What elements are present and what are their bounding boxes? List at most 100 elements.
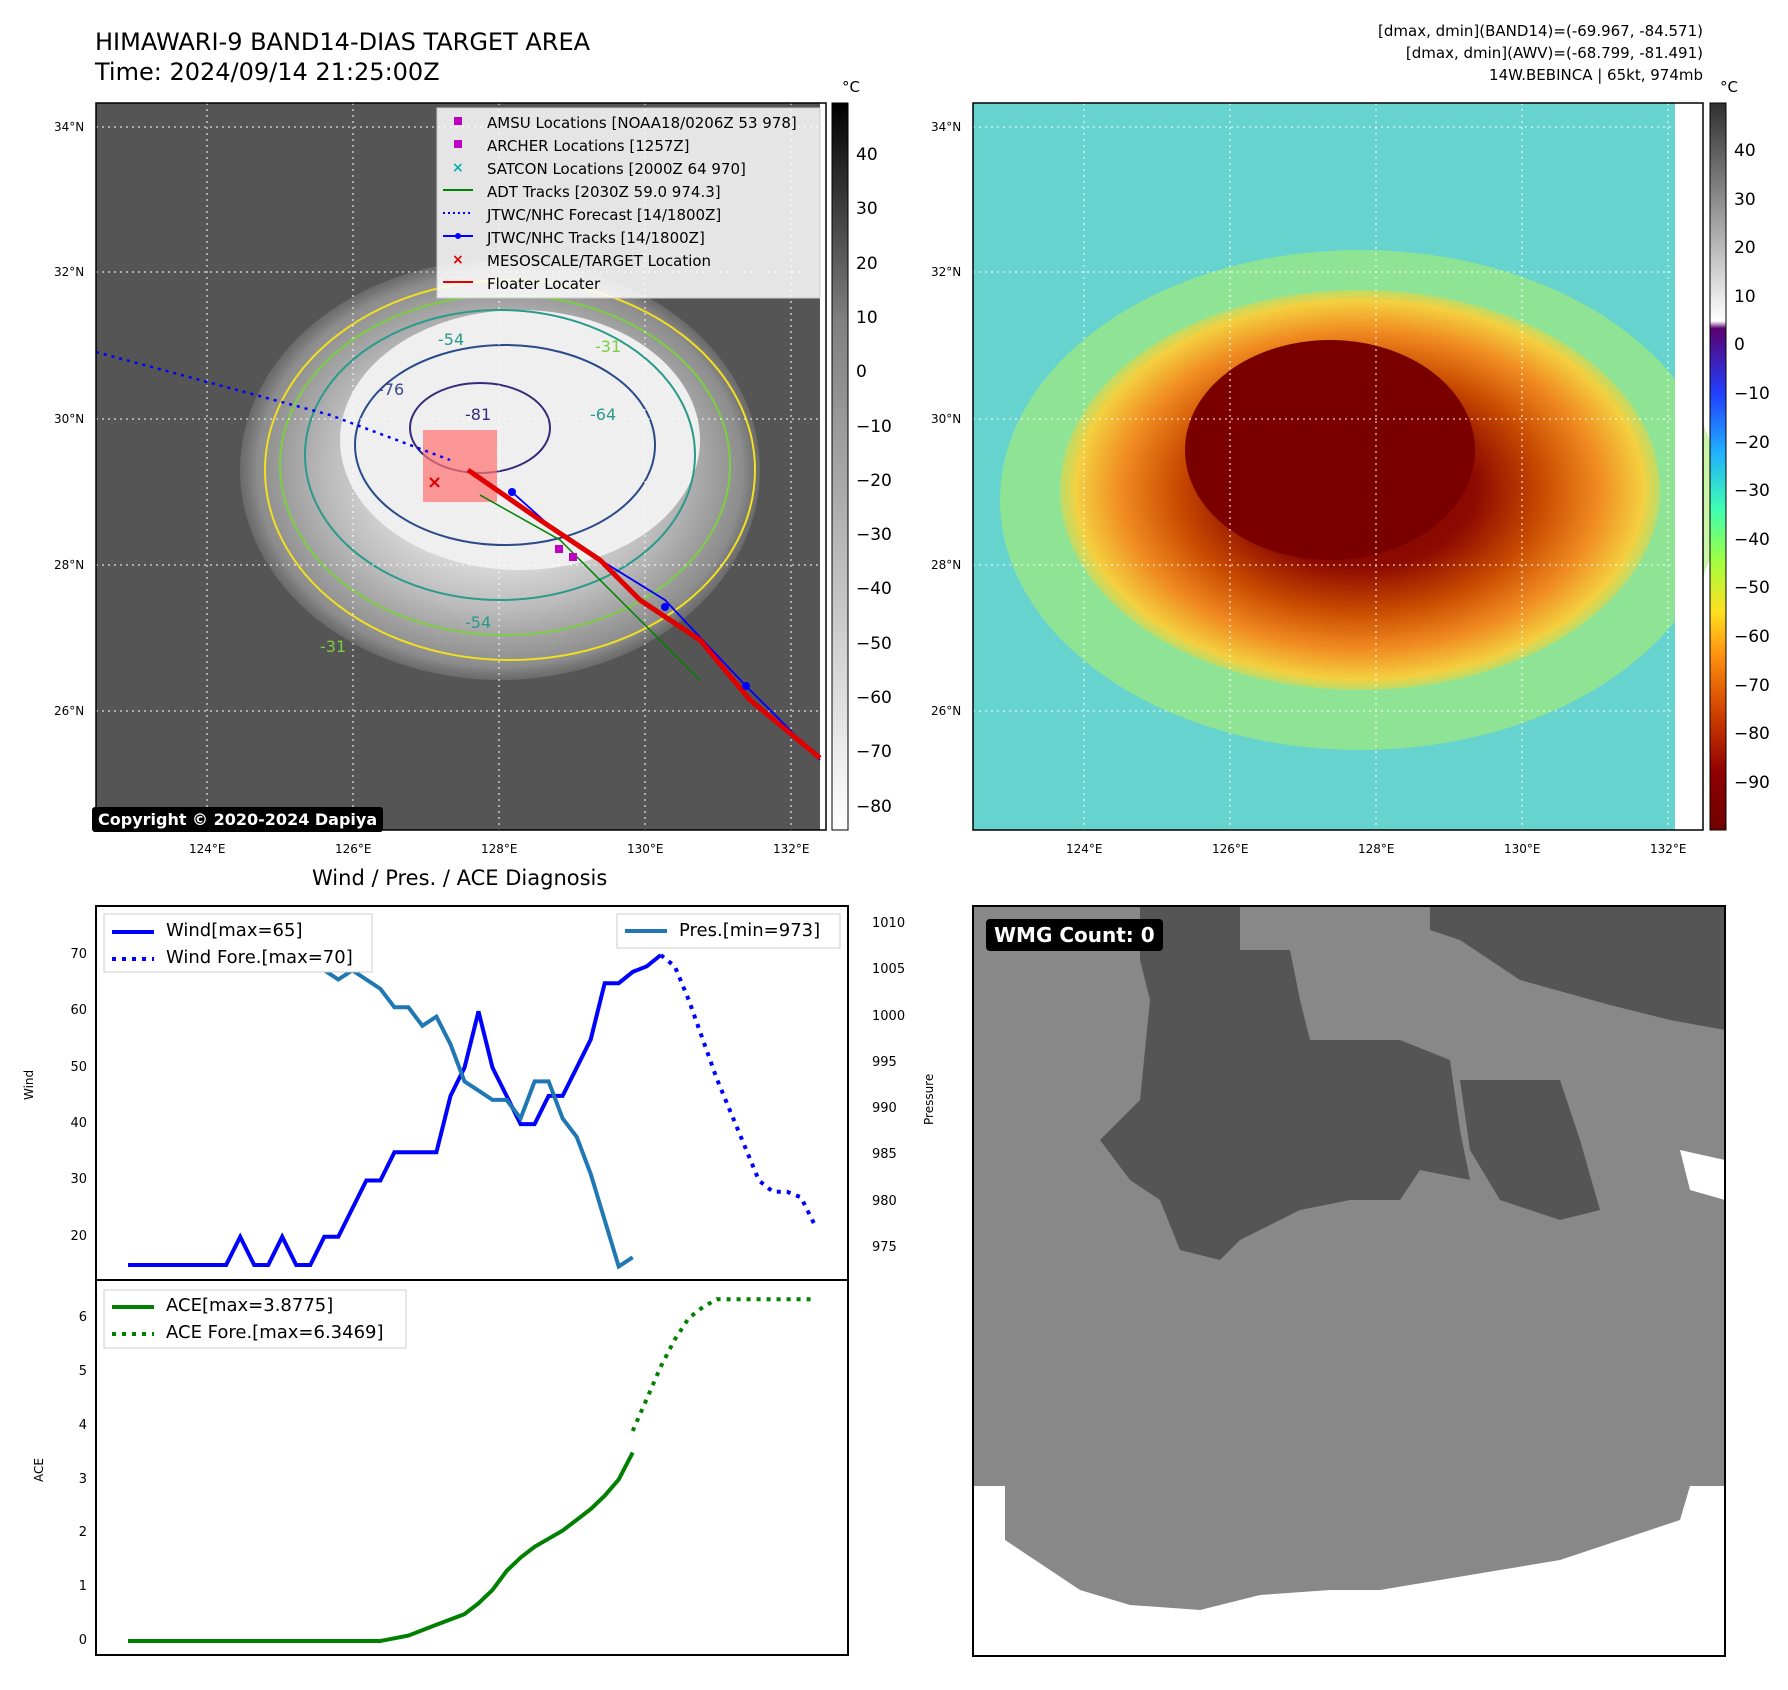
diag-title: Wind / Pres. / ACE Diagnosis: [312, 866, 608, 890]
colorbar-tick: −80: [1734, 724, 1770, 745]
svg-text:×: ×: [427, 472, 442, 493]
contour-label: -81: [465, 405, 491, 424]
lon-label: 130°E: [1504, 842, 1541, 856]
wind-forecast-series: [659, 953, 817, 1227]
ace-tick: 2: [78, 1525, 87, 1541]
lat-label: 32°N: [931, 265, 962, 279]
colorbar-tick: 20: [1734, 238, 1756, 259]
legend-ace: ACE[max=3.8775]: [166, 1295, 334, 1316]
lat-label: 32°N: [54, 265, 85, 279]
colorbar-tick: −50: [856, 633, 892, 654]
colorbar-tick: 30: [856, 199, 878, 220]
colorbar-tick: −20: [1734, 432, 1770, 453]
lat-label: 28°N: [931, 558, 962, 572]
colorbar-tick: 30: [1734, 189, 1756, 210]
pressure-tick: 1000: [872, 1008, 906, 1024]
contour-label: -31: [320, 637, 346, 656]
legend-item: JTWC/NHC Forecast [14/1800Z]: [487, 206, 722, 224]
ace-tick: 0: [78, 1633, 87, 1648]
ace-legend: [103, 1289, 407, 1349]
ace-tick: 3: [78, 1471, 87, 1487]
colorbar-tick: 40: [1734, 141, 1756, 161]
legend-markers: × ×: [443, 117, 473, 283]
pressure-tick: 990: [872, 1101, 897, 1117]
colorbar-tick: 10: [856, 307, 878, 328]
colorbar-tick: −40: [1734, 529, 1770, 550]
wind-legend: [103, 913, 373, 973]
legend-wind-fore: Wind Fore.[max=70]: [166, 947, 353, 968]
wind-tick: 50: [70, 1059, 87, 1075]
ace-tick: 4: [78, 1417, 87, 1433]
colorbar-unit: °C: [842, 78, 860, 96]
ace-tick: 1: [78, 1579, 87, 1595]
colorbar-tick: −70: [1734, 675, 1770, 696]
wind-series: [128, 953, 663, 1267]
stats-storm: 14W.BEBINCA | 65kt, 974mb: [1489, 66, 1703, 84]
lat-label: 34°N: [54, 120, 85, 134]
colorbar-tick: −30: [856, 525, 892, 546]
stats-band14: [dmax, dmin](BAND14)=(-69.967, -84.571): [1378, 22, 1703, 40]
colorbar-tick: −40: [856, 579, 892, 600]
lon-label: 130°E: [627, 842, 664, 856]
colorbar-tick: −90: [1734, 772, 1770, 793]
svg-text:×: ×: [452, 160, 464, 176]
wind-tick: 30: [70, 1172, 87, 1188]
wmg-count-badge: WMG Count: 0: [986, 919, 1163, 951]
wind-tick: 20: [70, 1228, 87, 1244]
colorbar-tick: 20: [856, 253, 878, 274]
colorbar-tick: −80: [856, 796, 892, 817]
colorbar-tick: −60: [1734, 627, 1770, 647]
lon-label: 132°E: [773, 842, 810, 856]
color-colorbar: [1709, 102, 1727, 831]
colorbar-tick: 0: [856, 362, 867, 383]
wind-tick: 40: [70, 1116, 87, 1132]
legend-pres: Pres.[min=973]: [679, 920, 821, 941]
lat-label: 34°N: [931, 120, 962, 134]
colorbar-unit: °C: [1720, 78, 1738, 96]
lon-label: 124°E: [189, 842, 226, 856]
lon-label: 128°E: [1358, 842, 1395, 856]
pressure-tick: 1010: [872, 916, 906, 931]
wind-ylabel: Wind: [22, 1069, 36, 1100]
pres-ylabel: Pressure: [922, 1073, 936, 1125]
colorbar-tick: −30: [1734, 481, 1770, 502]
legend-item: Floater Locater: [487, 275, 601, 293]
ace-ylabel: ACE: [32, 1458, 46, 1482]
colorbar-tick: −10: [856, 416, 892, 437]
colorbar-tick: 0: [1734, 335, 1745, 356]
legend-item: AMSU Locations [NOAA18/0206Z 53 978]: [487, 114, 797, 132]
wind-tick: 70: [70, 947, 87, 962]
pressure-tick: 980: [872, 1193, 897, 1209]
chart-time: Time: 2024/09/14 21:25:00Z: [95, 58, 440, 86]
colorbar-tick: −10: [1734, 384, 1770, 404]
legend-wind: Wind[max=65]: [166, 920, 303, 941]
pressure-tick: 975: [872, 1240, 897, 1255]
chart-title: HIMAWARI-9 BAND14-DIAS TARGET AREA: [95, 28, 591, 56]
lat-label: 30°N: [931, 412, 962, 426]
pressure-tick: 995: [872, 1054, 897, 1070]
lat-label: 26°N: [54, 704, 85, 718]
lat-label: 26°N: [931, 704, 962, 718]
lon-label: 124°E: [1066, 842, 1103, 856]
colorbar-tick: 10: [1734, 286, 1756, 307]
copyright-badge: Copyright © 2020-2024 Dapiya: [92, 807, 384, 832]
colorbar-tick: −50: [1734, 578, 1770, 599]
contour-label: -76: [378, 380, 404, 399]
wind-tick: 60: [70, 1003, 87, 1019]
legend-item: MESOSCALE/TARGET Location: [487, 252, 712, 270]
contour-label: -64: [590, 405, 616, 424]
lon-label: 132°E: [1650, 842, 1687, 856]
lon-label: 128°E: [481, 842, 518, 856]
colorbar-tick: 40: [856, 145, 878, 165]
contour-label: -31: [595, 337, 621, 356]
legend-item: ADT Tracks [2030Z 59.0 974.3]: [487, 183, 721, 201]
legend-item: SATCON Locations [2000Z 64 970]: [487, 160, 746, 178]
ir-color-map: [972, 102, 1720, 831]
stats-awv: [dmax, dmin](AWV)=(-68.799, -81.491): [1405, 44, 1703, 62]
lon-label: 126°E: [1212, 842, 1249, 856]
svg-text:×: ×: [452, 252, 464, 268]
gray-colorbar: [831, 102, 849, 831]
colorbar-tick: −20: [856, 470, 892, 491]
contour-label: -54: [465, 613, 491, 632]
